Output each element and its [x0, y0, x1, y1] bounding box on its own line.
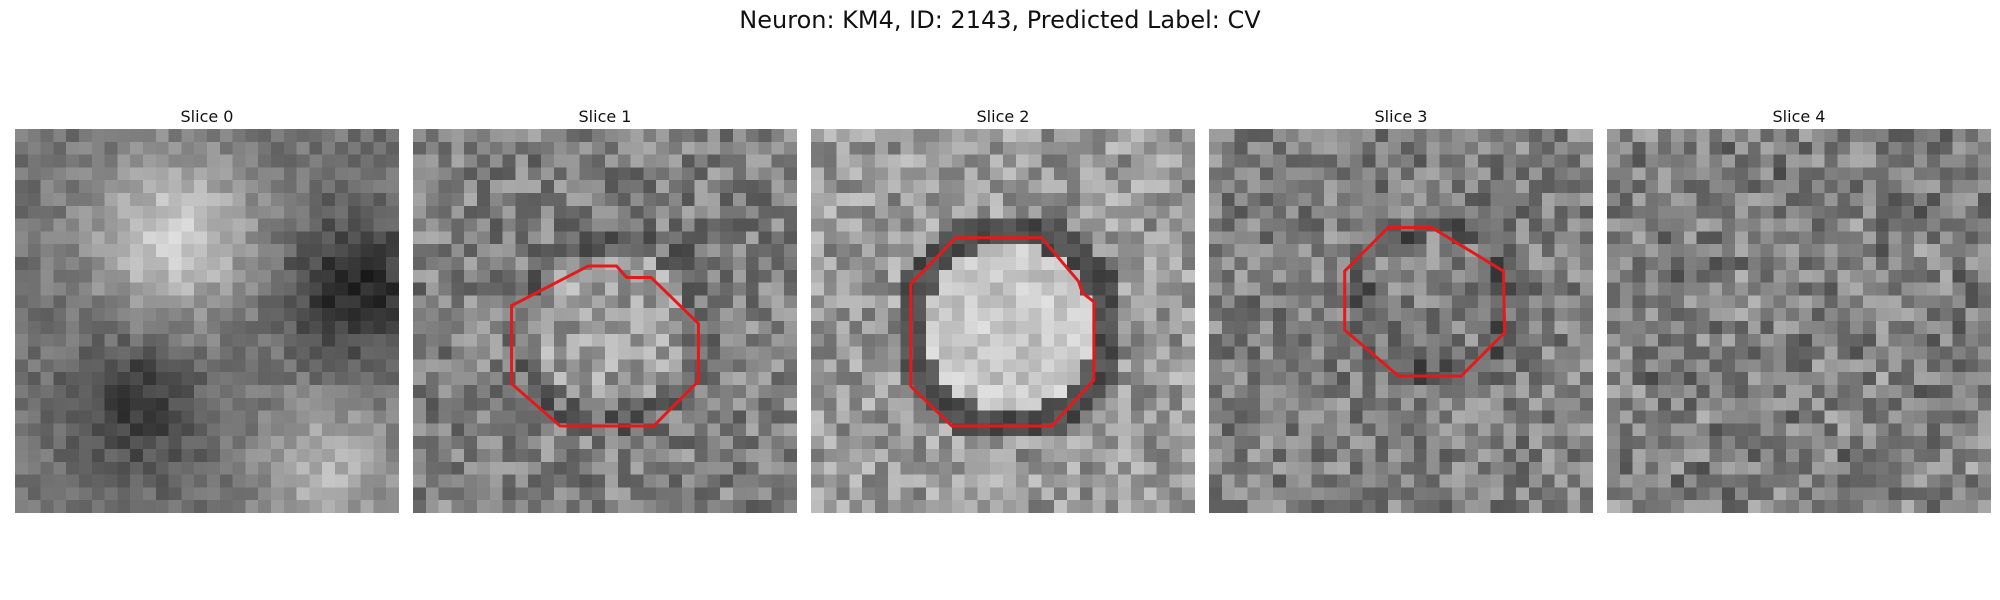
- slice-image: [413, 129, 797, 513]
- segmentation-contour: [1343, 226, 1507, 378]
- figure-title: Neuron: KM4, ID: 2143, Predicted Label: …: [739, 6, 1261, 34]
- slice-label: Slice 2: [976, 107, 1030, 126]
- slice-panel-2: Slice 2: [811, 105, 1195, 513]
- slice-label: Slice 3: [1374, 107, 1428, 126]
- slice-image: [15, 129, 399, 513]
- slice-image: [811, 129, 1195, 513]
- slice-panel-0: Slice 0: [15, 105, 399, 513]
- slice-panel-4: Slice 4: [1607, 105, 1991, 513]
- slice-label: Slice 1: [578, 107, 632, 126]
- slice-label: Slice 4: [1772, 107, 1826, 126]
- slice-image: [1607, 129, 1991, 513]
- slice-panel-1: Slice 1: [413, 105, 797, 513]
- segmentation-contour: [909, 236, 1096, 428]
- segmentation-contour: [510, 264, 700, 428]
- slice-image: [1209, 129, 1593, 513]
- slice-panel-3: Slice 3: [1209, 105, 1593, 513]
- slice-label: Slice 0: [180, 107, 234, 126]
